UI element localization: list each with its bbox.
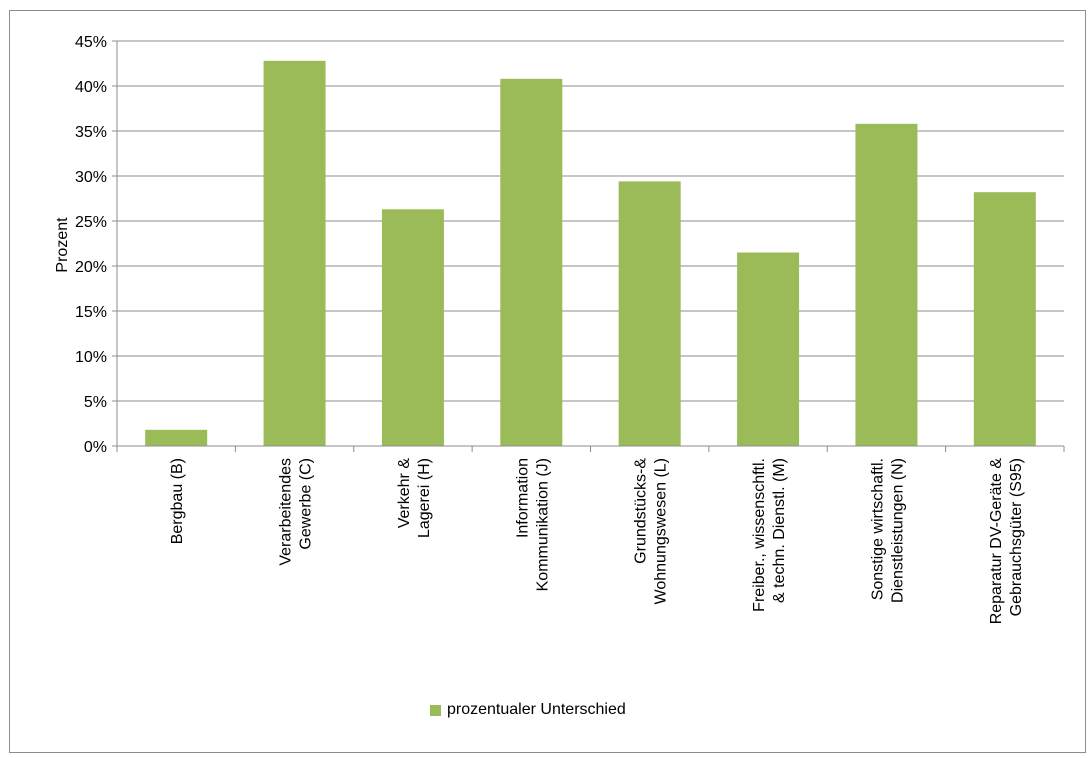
y-tick-label: 45% xyxy=(75,34,107,51)
x-tick-label: Information Kommunikation (J) xyxy=(514,458,551,591)
x-tick-label-line: Dienstleistungen (N) xyxy=(889,458,906,603)
x-tick-label-line: Wohnungswesen (L) xyxy=(653,458,670,604)
y-tick-label: 40% xyxy=(75,79,107,96)
x-tick-label-line: Freiber., wissenschftl. xyxy=(751,458,768,612)
y-tick-label: 35% xyxy=(75,124,107,141)
y-axis-tick-labels: 0% 5% 10% 15% 20% 25% 30% 35% 40% 45% xyxy=(75,34,107,456)
bar xyxy=(737,252,800,446)
y-tick-label: 0% xyxy=(84,439,107,456)
x-tick-label-line: Gewerbe (C) xyxy=(298,458,315,550)
x-tick-label: Verkehr & Lagerei (H) xyxy=(396,458,433,538)
y-tick-label: 5% xyxy=(84,394,107,411)
legend: prozentualer Unterschied xyxy=(430,698,626,722)
x-tick-label: Verarbeitendes Gewerbe (C) xyxy=(278,458,315,566)
y-tick-label: 15% xyxy=(75,304,107,321)
x-tick-label: Grundstücks-& Wohnungswesen (L) xyxy=(633,458,670,605)
x-tick-label-line: Information xyxy=(514,458,531,538)
gridlines xyxy=(117,40,1064,402)
legend-label: prozentualer Unterschied xyxy=(447,701,626,718)
bar xyxy=(618,181,681,446)
y-tick-label: 30% xyxy=(75,169,107,186)
bar xyxy=(263,60,326,447)
y-tick-label: 25% xyxy=(75,214,107,231)
x-tick-label-line: Verkehr & xyxy=(396,458,413,529)
x-tick-label-line: Bergbau (B) xyxy=(169,458,186,544)
axes xyxy=(112,40,1065,452)
x-tick-label-line: Verarbeitendes xyxy=(278,458,295,566)
x-tick-label-line: & techn. Dienstl. (M) xyxy=(771,458,788,603)
x-tick-label: Sonstige wirtschaftl. Dienstleistungen (N… xyxy=(869,458,906,603)
x-tick-label-line: Kommunikation (J) xyxy=(534,458,551,591)
x-axis-category-labels: Bergbau (B) Verarbeitendes Gewerbe (C) Verk… xyxy=(169,458,1025,625)
x-tick-label: Freiber., wissenschftl. & techn. Dienstl.… xyxy=(751,458,788,612)
x-tick-label: Bergbau (B) xyxy=(169,458,186,544)
bar xyxy=(145,429,208,446)
x-tick-label-line: Reparatur DV-Geräte & xyxy=(988,458,1005,625)
y-axis-title: Prozent xyxy=(54,217,71,273)
legend-swatch xyxy=(430,704,441,716)
x-tick-label-line: Lagerei (H) xyxy=(416,458,433,538)
x-tick-label-line: Gebrauchsgüter (S95) xyxy=(1008,458,1025,616)
x-tick-label-line: Sonstige wirtschaftl. xyxy=(869,458,886,600)
bar xyxy=(500,78,563,447)
bar xyxy=(855,123,918,447)
y-tick-label: 20% xyxy=(75,259,107,276)
bar xyxy=(973,192,1036,446)
x-tick-label: Reparatur DV-Geräte & Gebrauchsgüter (S95… xyxy=(988,458,1025,625)
bars xyxy=(145,60,1036,447)
y-tick-label: 10% xyxy=(75,349,107,366)
bar xyxy=(381,209,444,446)
x-tick-label-line: Grundstücks-& xyxy=(633,458,650,564)
